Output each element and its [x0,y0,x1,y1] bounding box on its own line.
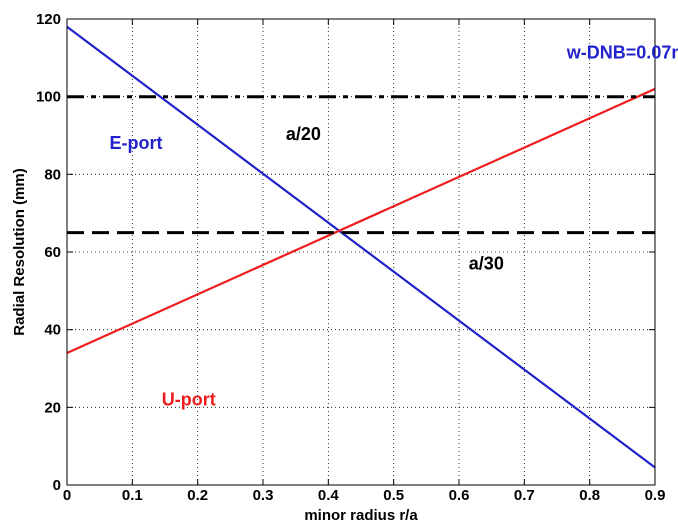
a20-label: a/20 [286,124,321,144]
y-tick-label: 0 [53,477,61,494]
x-tick-label: 0.8 [579,487,600,504]
y-tick-label: 120 [36,11,61,28]
y-tick-label: 100 [36,89,61,106]
e-port-label: E-port [109,133,162,153]
x-tick-label: 0.2 [187,487,208,504]
x-tick-label: 0.1 [122,487,143,504]
annotation-layer: E-port U-port a/20 a/30 w-DNB=0.07m [109,43,678,410]
x-tick-label: 0.7 [514,487,535,504]
x-tick-label: 0 [63,487,71,504]
x-tick-label: 0.9 [645,487,666,504]
series-line-e-port [66,25,656,469]
x-tick-label: 0.6 [449,487,470,504]
y-tick-label: 80 [44,166,61,183]
series-layer [66,25,656,469]
series-line-u-port [66,87,656,355]
y-tick-label: 60 [44,244,61,261]
y-axis-title: Radial Resolution (mm) [11,168,28,336]
x-tick-label: 0.3 [253,487,274,504]
y-tick-label: 20 [44,399,61,416]
a30-label: a/30 [469,253,504,273]
u-port-label: U-port [162,389,216,409]
x-tick-label: 0.4 [318,487,340,504]
tick-layer: 0 0.1 0.2 0.3 0.4 0.5 0.6 0.7 0.8 0.9 0 20 40 60 80 100… [36,11,665,504]
x-axis-title: minor radius r/a [304,507,418,524]
x-tick-label: 0.5 [383,487,404,504]
plot-area: 0 0.1 0.2 0.3 0.4 0.5 0.6 0.7 0.8 0.9 0 20 40 60 80 100… [36,11,678,504]
y-tick-label: 40 [44,322,61,339]
w-dnb-label: w-DNB=0.07m [566,43,678,63]
grid-layer [67,19,655,485]
